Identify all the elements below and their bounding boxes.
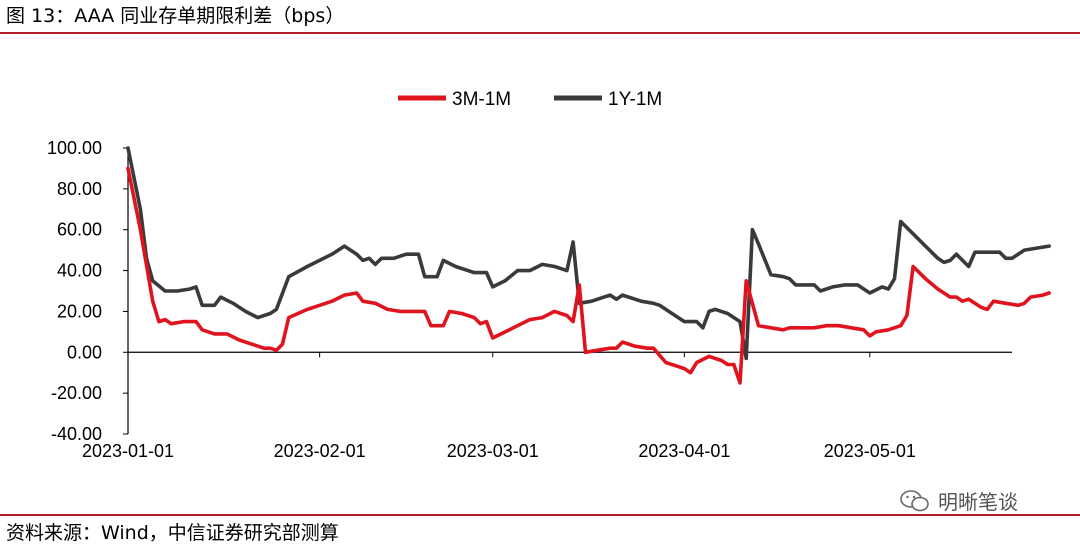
y-tick-label: 20.00 xyxy=(57,301,102,321)
watermark-text: 明晰笔谈 xyxy=(938,490,1018,514)
x-tick-label: 2023-02-01 xyxy=(274,441,366,461)
y-tick-label: 0.00 xyxy=(67,342,102,362)
y-tick-label: 40.00 xyxy=(57,261,102,281)
figure-title: 图 13：AAA 同业存单期限利差（bps） xyxy=(6,5,345,27)
chart-legend: 3M-1M 1Y-1M xyxy=(398,89,662,110)
x-tick-label: 2023-04-01 xyxy=(638,441,730,461)
top-divider xyxy=(0,32,1080,34)
watermark: 明晰笔谈 xyxy=(900,486,1018,515)
series-line-1y-1m xyxy=(126,146,1051,361)
x-tick-label: 2023-03-01 xyxy=(447,441,539,461)
x-tick-label: 2023-05-01 xyxy=(824,441,916,461)
series-line-3m-1m xyxy=(126,166,1051,385)
x-tick-label: 2023-01-01 xyxy=(82,441,174,461)
legend-label: 3M-1M xyxy=(452,89,511,110)
y-tick-label: 60.00 xyxy=(57,220,102,240)
y-tick-label: 80.00 xyxy=(57,179,102,199)
y-axis: 100.00 80.00 60.00 40.00 20.00 0.00 -20.00 -40.… xyxy=(47,138,129,444)
legend-label: 1Y-1M xyxy=(608,89,662,110)
y-tick-label: -40.00 xyxy=(51,424,102,444)
series-layer xyxy=(126,146,1051,385)
x-axis: 2023-01-01 2023-02-01 2023-03-01 2023-04-01… xyxy=(82,351,1012,461)
wechat-icon xyxy=(900,489,929,511)
source-note: 资料来源：Wind，中信证券研究部测算 xyxy=(6,522,339,544)
y-tick-label: -20.00 xyxy=(51,383,102,403)
bottom-divider xyxy=(0,514,1080,516)
y-tick-label: 100.00 xyxy=(47,138,102,158)
